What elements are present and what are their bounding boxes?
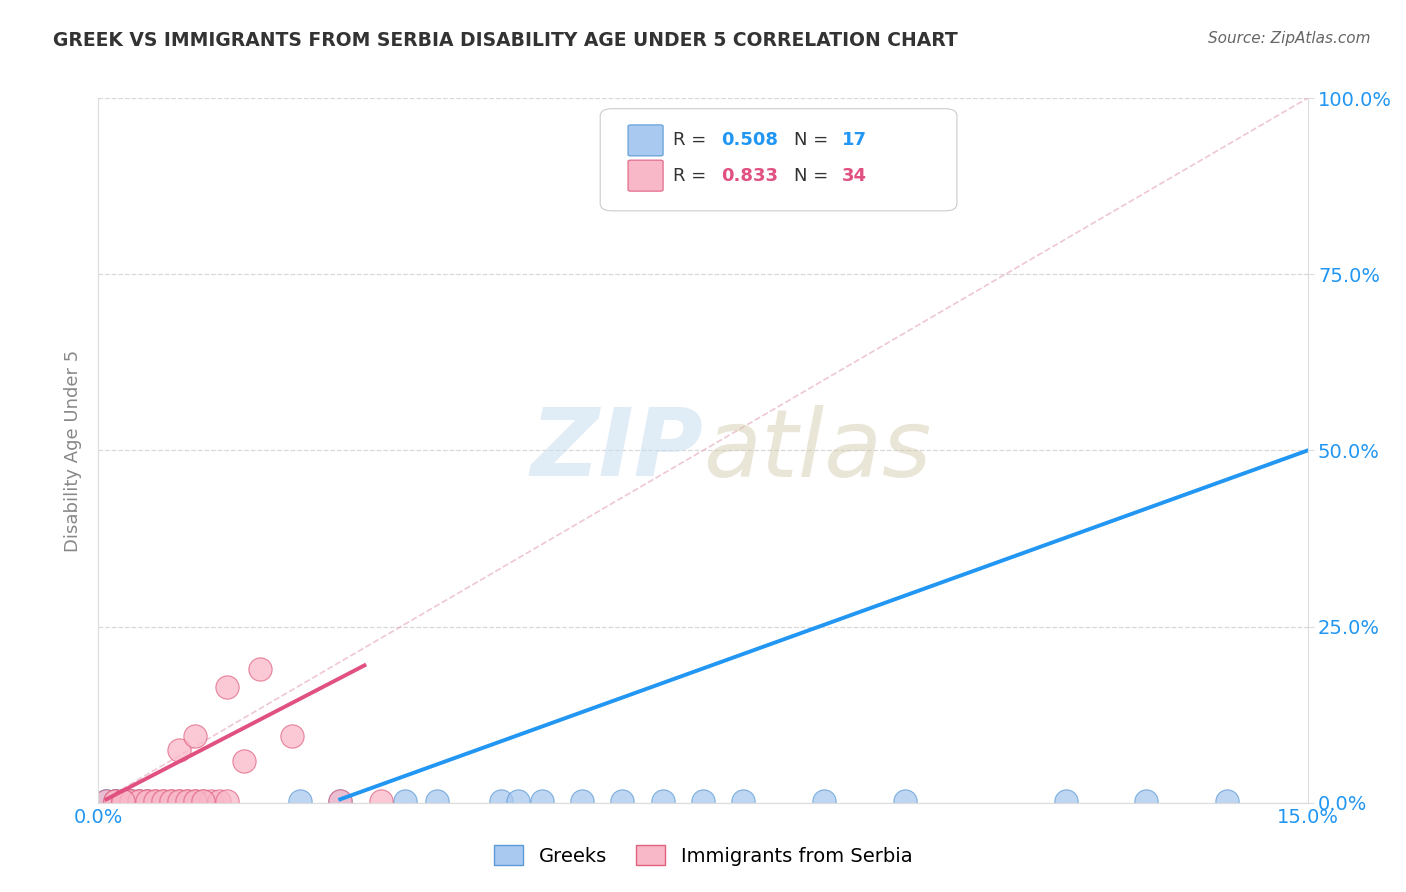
Point bbox=[733, 794, 755, 808]
Point bbox=[184, 729, 207, 743]
Point bbox=[167, 743, 190, 757]
Point bbox=[853, 140, 876, 154]
Text: 0.833: 0.833 bbox=[721, 167, 778, 185]
Point bbox=[167, 794, 190, 808]
Point bbox=[176, 794, 198, 808]
Point bbox=[329, 794, 352, 808]
Point bbox=[120, 794, 142, 808]
Point bbox=[143, 794, 166, 808]
Point bbox=[491, 794, 513, 808]
Point bbox=[96, 794, 118, 808]
Point bbox=[96, 794, 118, 808]
Point bbox=[160, 794, 183, 808]
Point bbox=[1216, 794, 1239, 808]
Y-axis label: Disability Age Under 5: Disability Age Under 5 bbox=[63, 350, 82, 551]
Point bbox=[128, 794, 150, 808]
Point bbox=[370, 794, 392, 808]
Point bbox=[193, 794, 215, 808]
Text: atlas: atlas bbox=[703, 405, 931, 496]
Point bbox=[530, 794, 553, 808]
Point bbox=[329, 794, 352, 808]
Point bbox=[111, 794, 134, 808]
Point bbox=[152, 794, 174, 808]
Point bbox=[135, 794, 157, 808]
Point bbox=[120, 794, 142, 808]
Text: N =: N = bbox=[793, 167, 834, 185]
Text: ZIP: ZIP bbox=[530, 404, 703, 497]
Point bbox=[288, 794, 311, 808]
Point bbox=[193, 794, 215, 808]
Point bbox=[160, 794, 183, 808]
Text: 17: 17 bbox=[842, 131, 868, 149]
Point bbox=[184, 794, 207, 808]
Point bbox=[394, 794, 416, 808]
Point bbox=[176, 794, 198, 808]
Point bbox=[143, 794, 166, 808]
Point bbox=[281, 729, 304, 743]
Point bbox=[200, 794, 222, 808]
Point bbox=[128, 794, 150, 808]
Text: R =: R = bbox=[672, 167, 711, 185]
Point bbox=[813, 794, 835, 808]
Point bbox=[184, 794, 207, 808]
Point bbox=[103, 794, 125, 808]
Legend: Greeks, Immigrants from Serbia: Greeks, Immigrants from Serbia bbox=[486, 838, 920, 873]
Point bbox=[208, 794, 231, 808]
Point bbox=[120, 794, 142, 808]
Text: 0.508: 0.508 bbox=[721, 131, 778, 149]
Point bbox=[111, 794, 134, 808]
Text: N =: N = bbox=[793, 131, 834, 149]
Point bbox=[651, 794, 673, 808]
Point bbox=[692, 794, 714, 808]
Point bbox=[103, 794, 125, 808]
Point bbox=[167, 794, 190, 808]
Point bbox=[1135, 794, 1157, 808]
Point bbox=[612, 794, 634, 808]
Point bbox=[111, 794, 134, 808]
Point bbox=[506, 794, 529, 808]
Point bbox=[152, 794, 174, 808]
FancyBboxPatch shape bbox=[600, 109, 957, 211]
FancyBboxPatch shape bbox=[628, 125, 664, 156]
Point bbox=[111, 794, 134, 808]
Point bbox=[217, 680, 239, 694]
Point bbox=[249, 662, 271, 676]
Point bbox=[111, 794, 134, 808]
Point bbox=[111, 794, 134, 808]
Point bbox=[103, 794, 125, 808]
Point bbox=[135, 794, 157, 808]
Point bbox=[96, 794, 118, 808]
Point bbox=[232, 754, 254, 768]
Text: 34: 34 bbox=[842, 167, 868, 185]
Point bbox=[571, 794, 593, 808]
Text: Source: ZipAtlas.com: Source: ZipAtlas.com bbox=[1208, 31, 1371, 46]
Point bbox=[135, 794, 157, 808]
Point bbox=[103, 794, 125, 808]
Point bbox=[103, 794, 125, 808]
Point bbox=[1054, 794, 1077, 808]
Text: GREEK VS IMMIGRANTS FROM SERBIA DISABILITY AGE UNDER 5 CORRELATION CHART: GREEK VS IMMIGRANTS FROM SERBIA DISABILI… bbox=[53, 31, 957, 50]
Point bbox=[128, 794, 150, 808]
Point bbox=[217, 794, 239, 808]
FancyBboxPatch shape bbox=[628, 161, 664, 191]
Point bbox=[893, 794, 915, 808]
Point bbox=[426, 794, 449, 808]
Text: R =: R = bbox=[672, 131, 711, 149]
